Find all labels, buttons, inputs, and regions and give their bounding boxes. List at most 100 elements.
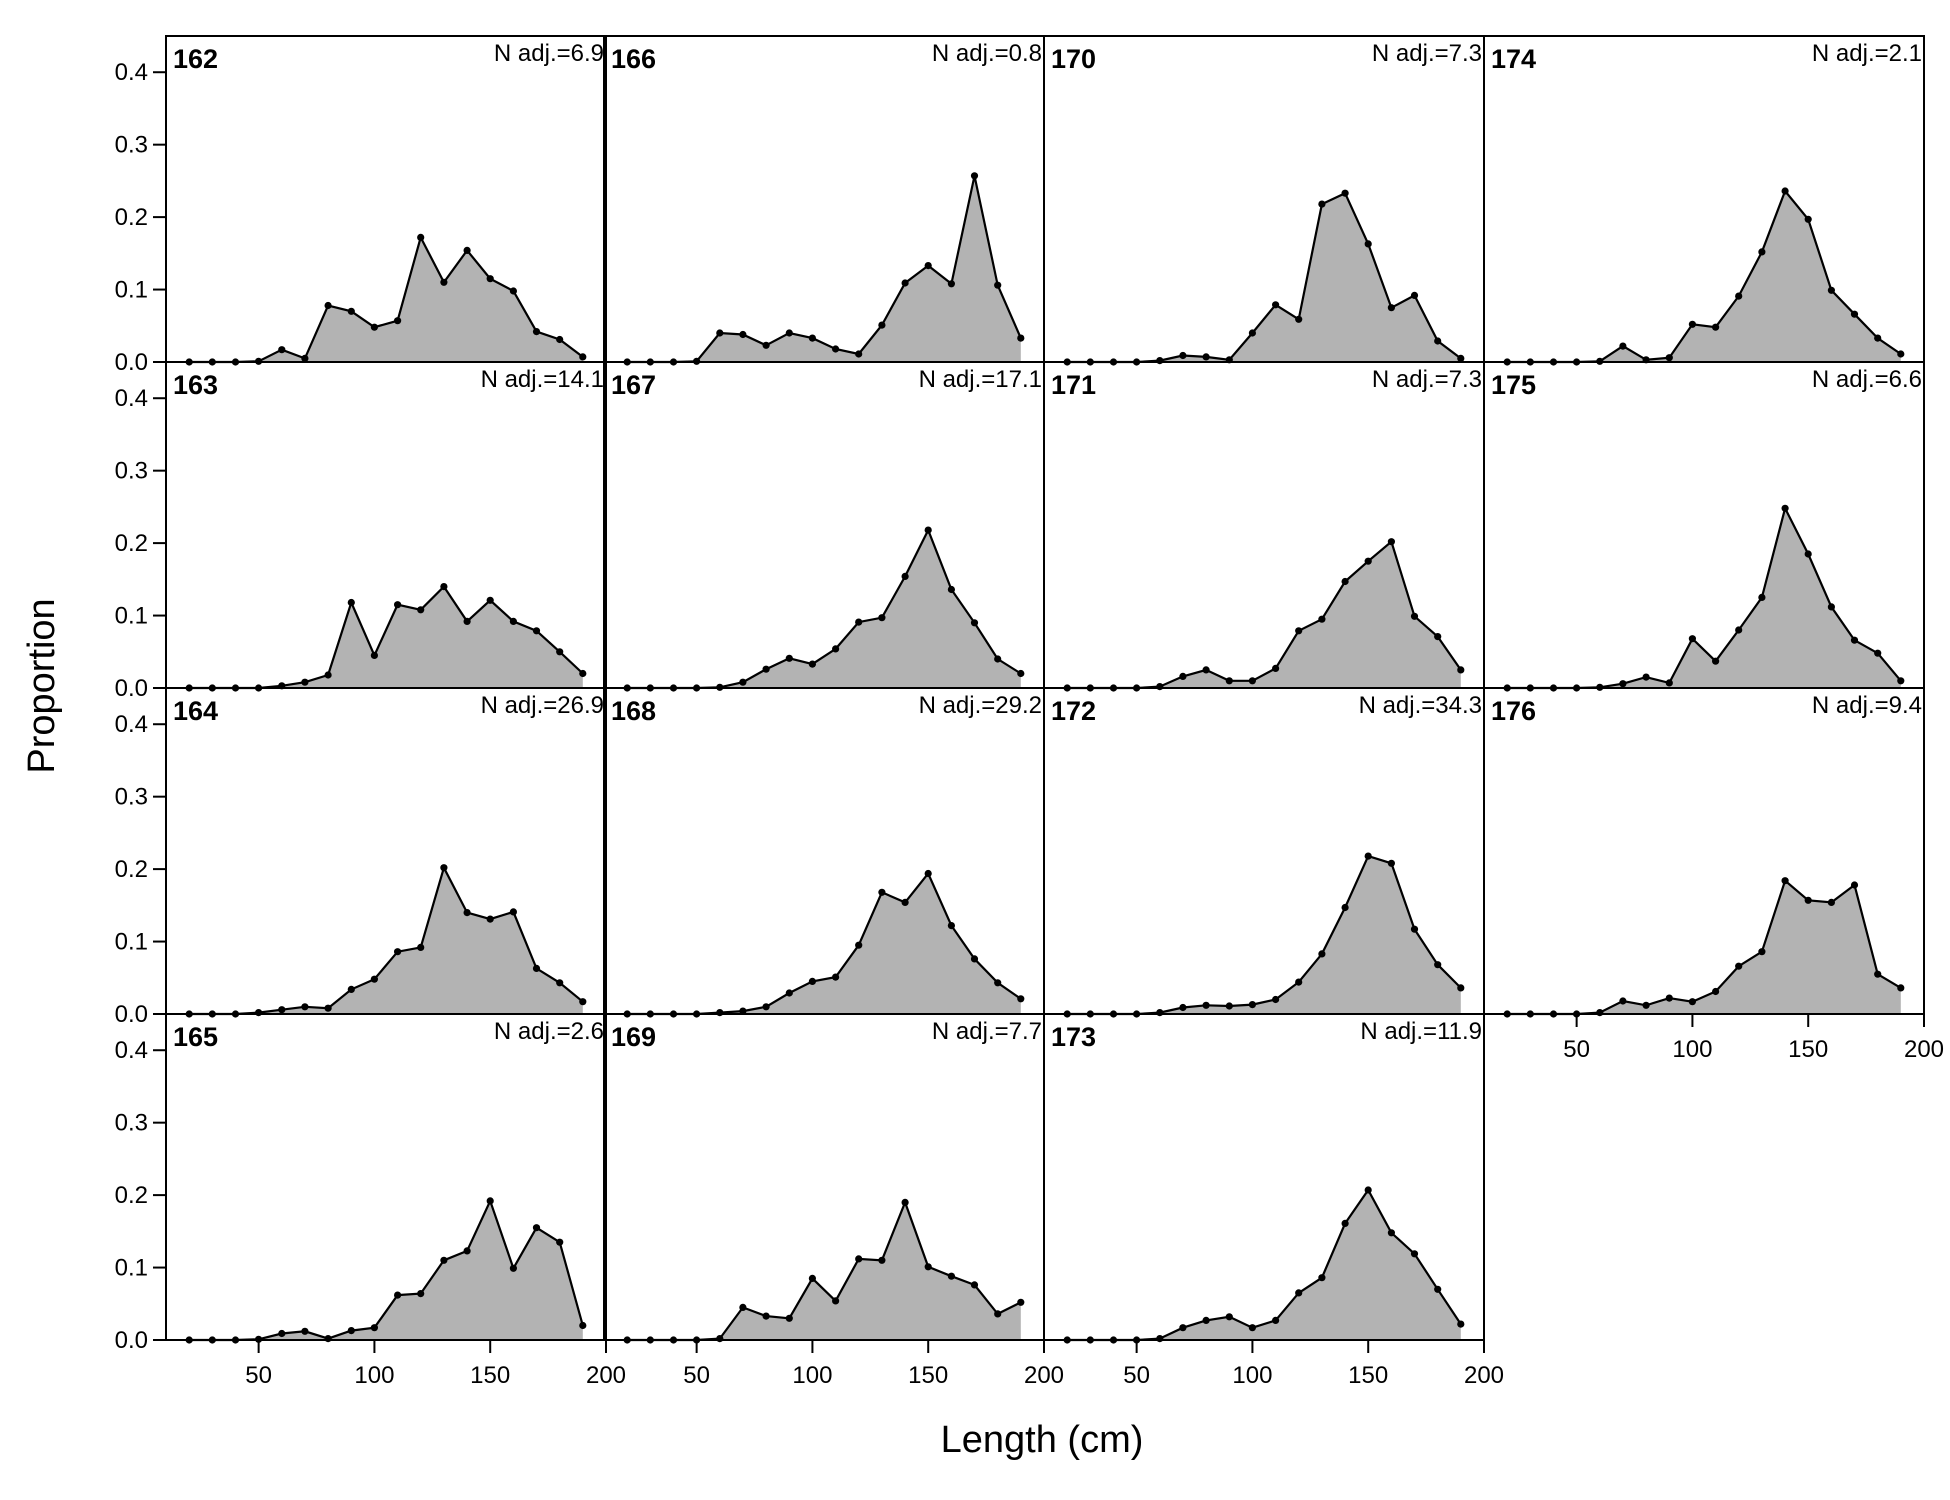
data-point — [301, 1327, 309, 1335]
data-point — [1874, 970, 1882, 978]
panel-id-label: 169 — [611, 1022, 656, 1052]
y-tick-label: 0.1 — [115, 277, 148, 304]
data-point — [1341, 577, 1349, 586]
data-point — [1225, 1313, 1233, 1321]
panels-grid: 162 N adj.=6.9 163 N adj.=14.1 164 N adj.=26.… — [165, 35, 1925, 1344]
area-fill — [1067, 193, 1461, 362]
area-fill — [1067, 856, 1461, 1014]
panel-id-label: 170 — [1051, 44, 1096, 74]
x-tick-label: 50 — [1563, 1036, 1590, 1063]
data-point — [832, 345, 840, 353]
panel-frame — [1043, 1013, 1485, 1341]
panel-id-label: 162 — [173, 44, 218, 74]
panel-175: 175 N adj.=6.6 — [1483, 361, 1925, 692]
data-point — [1272, 301, 1280, 309]
data-point — [440, 278, 448, 286]
data-point — [1827, 286, 1835, 294]
data-point — [556, 648, 564, 656]
y-tick-label: 0.2 — [115, 1182, 148, 1209]
x-tick-label: 100 — [1232, 1362, 1272, 1389]
x-tick-label: 100 — [1672, 1036, 1712, 1063]
data-point — [1364, 240, 1372, 248]
y-tick-label: 0.3 — [115, 132, 148, 159]
data-point — [532, 964, 541, 973]
data-point — [278, 1006, 286, 1014]
data-point — [808, 977, 817, 986]
data-point — [509, 617, 517, 626]
panel-id-label: 164 — [173, 696, 218, 726]
y-tick-label: 0.4 — [115, 59, 148, 86]
data-point — [947, 585, 956, 594]
data-point — [1202, 1001, 1210, 1009]
data-point — [1341, 189, 1349, 197]
data-point — [1781, 877, 1789, 885]
data-point — [1712, 323, 1720, 331]
data-point — [1758, 248, 1766, 256]
area-fill — [1507, 880, 1901, 1014]
data-point — [556, 1238, 564, 1246]
y-tick-label: 0.2 — [115, 204, 148, 231]
data-point — [532, 328, 541, 336]
data-point — [1874, 649, 1882, 657]
data-point — [739, 1303, 747, 1311]
y-axis-title: Proportion — [21, 598, 63, 773]
data-point — [324, 671, 332, 679]
data-point — [785, 989, 793, 997]
data-point — [486, 915, 494, 923]
data-point — [994, 1310, 1002, 1318]
data-point — [924, 869, 932, 878]
area-fill — [1067, 1190, 1461, 1340]
panel-id-label: 175 — [1491, 370, 1536, 400]
data-point — [1410, 291, 1419, 299]
data-point — [579, 353, 587, 361]
panel-id-label: 176 — [1491, 696, 1536, 726]
data-point — [947, 280, 956, 288]
data-point — [1179, 351, 1187, 360]
panel-frame — [1483, 361, 1925, 689]
data-point — [739, 678, 747, 686]
y-tick-label: 0.4 — [115, 711, 148, 738]
data-point — [509, 1264, 517, 1272]
data-point — [1897, 984, 1905, 992]
data-point — [901, 572, 909, 581]
data-point — [324, 301, 332, 310]
data-point — [1202, 1316, 1210, 1324]
data-point — [347, 1327, 355, 1335]
x-tick-label: 50 — [245, 1362, 272, 1389]
data-point — [1642, 1001, 1650, 1009]
axes-layer: 0.0 0.1 0.2 0.3 0.4 0.0 0.1 0.2 0.3 0.4 0.0 0.1 0.2 0… — [115, 59, 1944, 1389]
data-point — [1179, 1003, 1187, 1012]
data-point — [394, 317, 402, 325]
data-point — [1850, 310, 1859, 318]
data-point — [1758, 593, 1766, 602]
data-point — [855, 350, 863, 358]
panel-174: 174 N adj.=2.1 — [1483, 35, 1925, 366]
data-point — [716, 1009, 724, 1017]
data-point — [1156, 683, 1164, 691]
panel-176: 176 N adj.=9.4 — [1483, 687, 1925, 1018]
n-adj-label: N adj.=29.2 — [919, 692, 1042, 719]
data-point — [1457, 354, 1465, 362]
panel-id-label: 166 — [611, 44, 656, 74]
n-adj-label: N adj.=0.8 — [932, 40, 1042, 67]
data-point — [324, 1335, 332, 1343]
data-point — [1364, 1186, 1372, 1194]
panel-163: 163 N adj.=14.1 — [165, 361, 607, 692]
panel-168: 168 N adj.=29.2 — [603, 687, 1045, 1018]
data-point — [808, 660, 817, 668]
data-point — [1596, 1009, 1604, 1017]
data-point — [832, 1297, 840, 1305]
data-point — [808, 334, 817, 342]
data-point — [878, 888, 886, 896]
data-point — [1642, 673, 1650, 681]
data-point — [855, 941, 863, 949]
data-point — [739, 330, 747, 339]
x-tick-label: 50 — [683, 1362, 710, 1389]
n-adj-label: N adj.=26.9 — [481, 692, 604, 719]
data-point — [1295, 978, 1303, 986]
data-point — [1688, 320, 1696, 328]
data-point — [556, 335, 564, 344]
x-tick-label: 100 — [354, 1362, 394, 1389]
data-point — [532, 627, 541, 635]
y-tick-label: 0.0 — [115, 349, 148, 376]
